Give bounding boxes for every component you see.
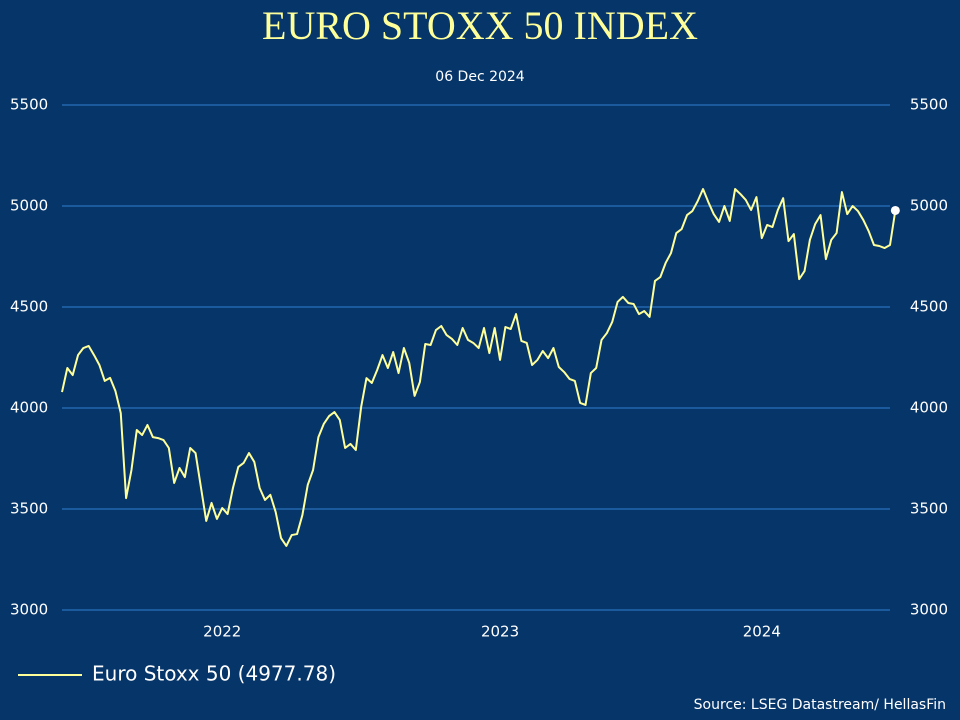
y-tick-label: 5000: [10, 197, 48, 215]
chart-title: EURO STOXX 50 INDEX: [262, 3, 698, 48]
last-point: [890, 205, 900, 215]
y2-tick-label: 4500: [910, 298, 948, 316]
y-tick-label: 5500: [10, 96, 48, 114]
series-line: [61, 188, 897, 547]
y2-tick-label: 4000: [910, 399, 948, 417]
y2-tick-label: 3500: [910, 500, 948, 518]
y-tick-label: 4000: [10, 399, 48, 417]
y2-tick-label: 5500: [910, 96, 948, 114]
y2-tick-label: 5000: [910, 197, 948, 215]
y-tick-label: 3000: [10, 601, 48, 619]
y2-tick-label: 3000: [910, 601, 948, 619]
y-tick-label: 4500: [10, 298, 48, 316]
x-tick-label: 2022: [203, 623, 241, 641]
y-tick-label: 3500: [10, 500, 48, 518]
x-tick-label: 2024: [743, 623, 781, 641]
source-note: Source: LSEG Datastream/ HellasFin: [694, 697, 946, 713]
chart-subtitle: 06 Dec 2024: [435, 69, 525, 85]
x-tick-label: 2023: [481, 623, 519, 641]
legend-label: Euro Stoxx 50 (4977.78): [92, 662, 336, 686]
